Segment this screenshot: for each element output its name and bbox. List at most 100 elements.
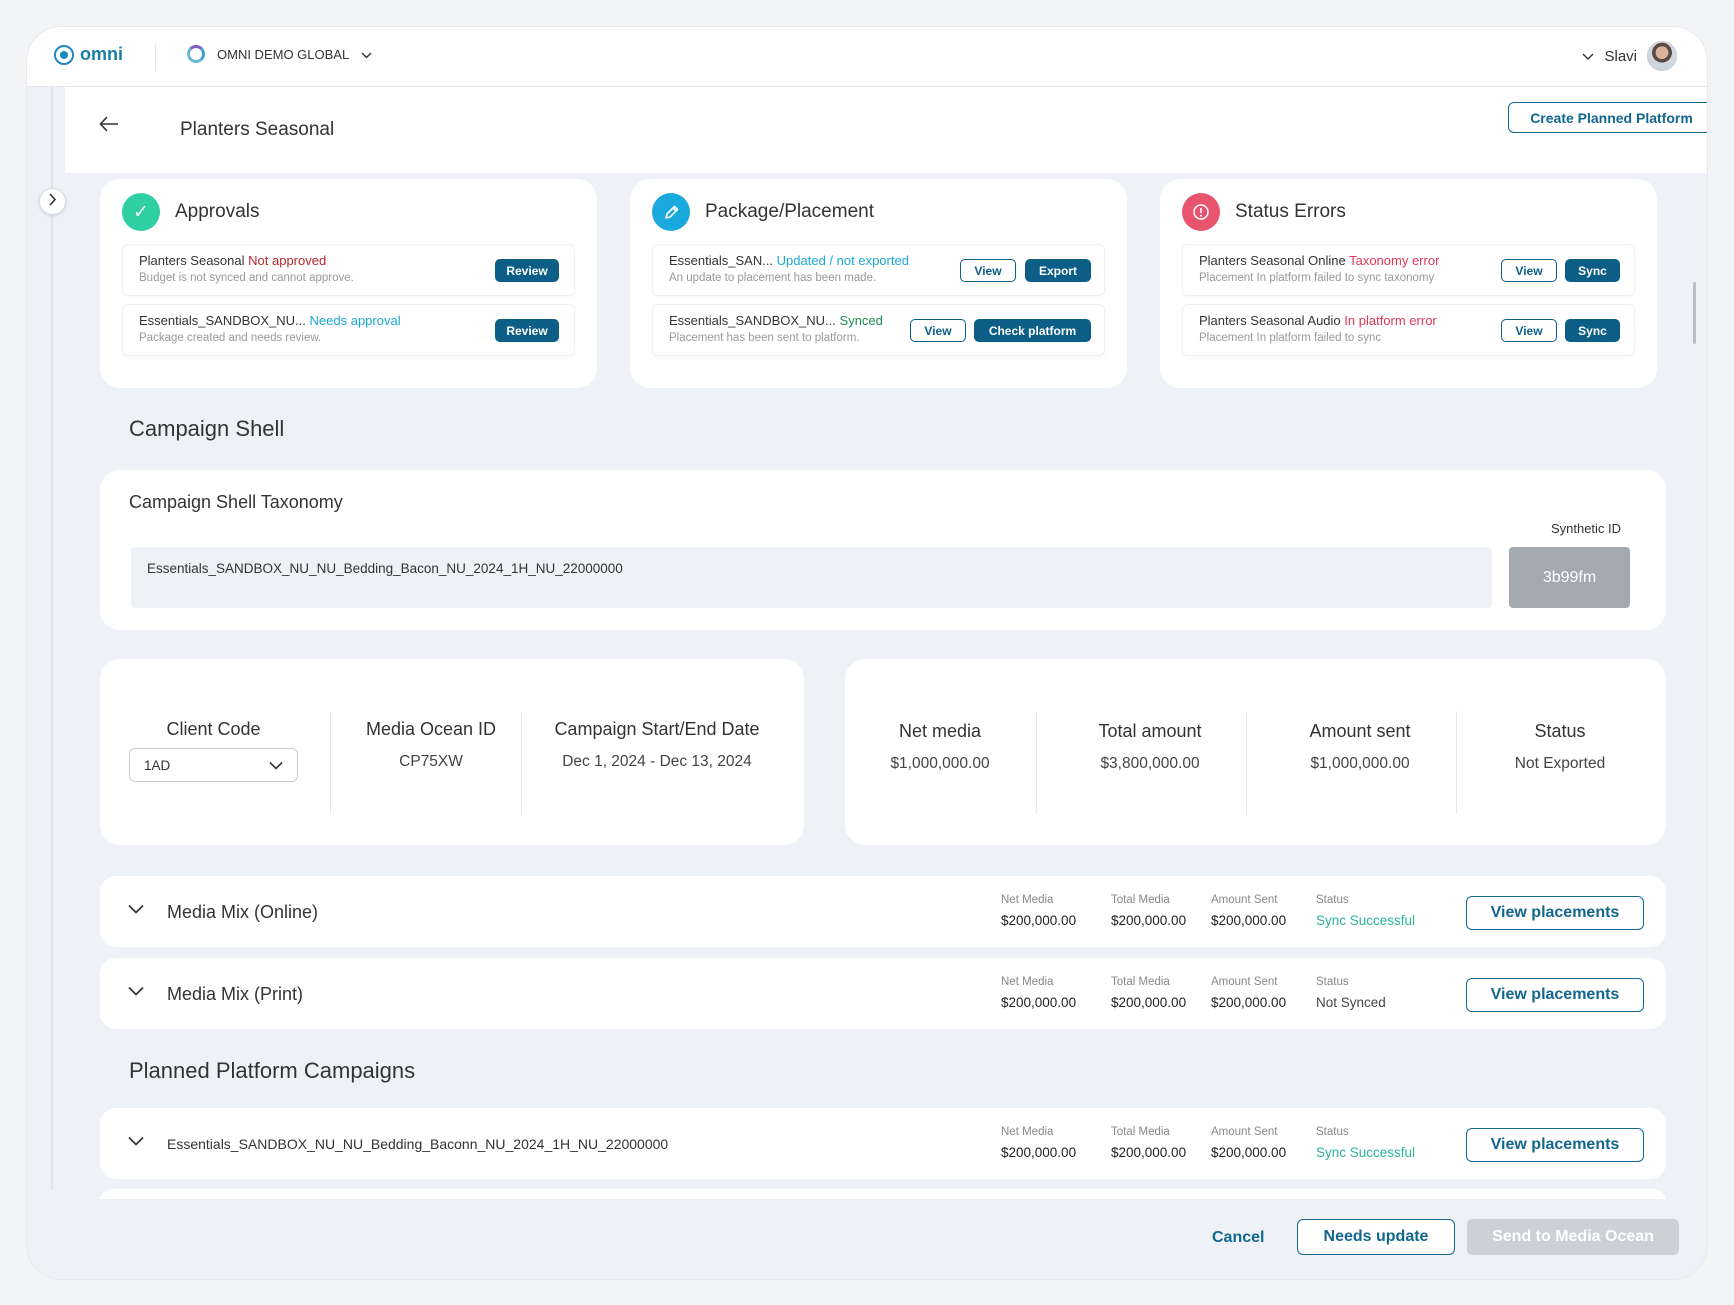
synthetic-id-label: Synthetic ID [1550,521,1622,536]
view-placements-button[interactable]: View placements [1466,1128,1644,1162]
expand-sidebar-button[interactable] [39,188,66,215]
view-button[interactable]: View [1501,319,1557,342]
view-placements-button[interactable]: View placements [1466,896,1644,930]
chevron-down-icon [361,47,372,62]
check-platform-button[interactable]: Check platform [974,319,1091,342]
pencil-icon [652,193,690,231]
approval-row: Essentials_SANDBOX_NU... Needs approval … [122,304,575,356]
planned-campaign-row[interactable]: Essentials_SANDBOX_NU_NU_Bedding_Baconn_… [100,1108,1666,1179]
media-mix-print-row[interactable]: Media Mix (Print) Net Media $200,000.00 T… [100,958,1666,1029]
amount-sent-column: Amount sent $1,000,000.00 [1255,721,1465,773]
metric-label: Total Media [1111,976,1170,988]
column-divider [330,711,331,814]
planned-campaign-title: Essentials_SANDBOX_NU_NU_Bedding_Baconn_… [167,1136,669,1152]
net-media-metric: Net Media $200,000.00 [1001,894,1076,928]
metric-value: $200,000.00 [1211,1145,1287,1160]
status-errors-card: Status Errors Planters Seasonal Online T… [1160,179,1657,388]
status-metric: Status Sync Successful [1316,1126,1415,1160]
placement-row: Essentials_SANDBOX_NU... Synced Placemen… [652,304,1105,356]
view-button[interactable]: View [910,319,966,342]
media-ocean-label: Media Ocean ID [365,719,497,739]
client-code-column: Client Code [129,719,298,740]
client-code-select[interactable]: 1AD [129,748,298,782]
view-placements-button[interactable]: View placements [1466,978,1644,1012]
amount-sent-value: $1,000,000.00 [1310,755,1410,772]
view-button[interactable]: View [1501,259,1557,282]
taxonomy-title: Campaign Shell Taxonomy [129,492,343,512]
metric-label: Amount Sent [1211,976,1278,988]
back-button[interactable] [99,111,119,139]
error-row: Planters Seasonal Online Taxonomy error … [1182,244,1635,296]
user-menu[interactable]: Slavi [1582,41,1677,71]
column-divider [1456,711,1457,814]
planned-platform-heading: Planned Platform Campaigns [129,1058,416,1083]
media-mix-online-row[interactable]: Media Mix (Online) Net Media $200,000.00 … [100,876,1666,947]
view-button[interactable]: View [960,259,1016,282]
omni-logo[interactable]: omni [54,44,123,65]
create-planned-platform-button[interactable]: Create Planned Platform [1508,102,1707,133]
client-code-label: Client Code [166,719,261,739]
chevron-down-icon[interactable] [128,898,144,919]
metric-label: Total Media [1111,1126,1170,1138]
status-text: In platform error [1344,313,1437,328]
alert-icon [1182,193,1220,231]
chevron-down-icon [269,758,283,773]
placement-row: Essentials_SAN... Updated / not exported… [652,244,1105,296]
app-window: omni OMNI DEMO GLOBAL Slavi Planters Sea [27,27,1707,1279]
column-divider [1246,711,1247,814]
dates-column: Campaign Start/End Date Dec 1, 2024 - De… [530,719,784,771]
taxonomy-field[interactable]: Essentials_SANDBOX_NU_NU_Bedding_Bacon_N… [131,547,1492,608]
footer-actions: Cancel Needs update Send to Media Ocean [27,1199,1707,1279]
export-button[interactable]: Export [1025,259,1091,282]
sync-button[interactable]: Sync [1565,319,1620,342]
scrollbar[interactable] [1693,282,1696,344]
amount-sent-metric: Amount Sent $200,000.00 [1211,1126,1286,1160]
chevron-down-icon[interactable] [128,980,144,1001]
org-logo-icon [187,45,205,63]
item-name: Essentials_SANDBOX_NU... [669,313,836,328]
approvals-card: ✓ Approvals Planters Seasonal Not approv… [100,179,597,388]
campaign-amounts-card: Net media $1,000,000.00 Total amount $3,… [845,659,1666,845]
arrow-left-icon [99,116,118,132]
metric-label: Total Media [1111,894,1170,906]
approvals-title: Approvals [175,201,260,222]
user-name: Slavi [1604,47,1637,65]
sync-button[interactable]: Sync [1565,259,1620,282]
metric-value: $200,000.00 [1111,913,1187,928]
metric-label: Status [1316,1126,1349,1138]
metric-label: Net Media [1001,1126,1054,1138]
status-value: Sync Successful [1316,1145,1416,1160]
needs-update-button[interactable]: Needs update [1297,1219,1455,1255]
campaign-shell-taxonomy-card: Campaign Shell Taxonomy Essentials_SANDB… [100,470,1666,630]
campaign-shell-heading: Campaign Shell [129,416,285,441]
org-switcher[interactable]: OMNI DEMO GLOBAL [187,45,372,63]
send-to-media-ocean-button[interactable]: Send to Media Ocean [1467,1219,1679,1255]
avatar[interactable] [1647,41,1677,71]
total-amount-label: Total amount [1098,721,1202,741]
column-divider [1036,711,1037,814]
omni-logo-icon [54,44,74,65]
package-title: Package/Placement [705,201,874,222]
net-media-column: Net media $1,000,000.00 [855,721,1025,773]
review-button[interactable]: Review [495,259,559,282]
item-description: Budget is not synced and cannot approve. [139,272,354,284]
status-value: Sync Successful [1316,913,1416,928]
net-media-value: $1,000,000.00 [890,755,990,772]
chevron-down-icon [1582,48,1594,65]
item-description: An update to placement has been made. [669,272,877,284]
chevron-down-icon[interactable] [128,1130,144,1151]
synthetic-id-value: 3b99fm [1509,547,1630,608]
approvals-header: ✓ Approvals [122,193,260,231]
metric-label: Status [1316,894,1349,906]
cancel-button[interactable]: Cancel [1212,1229,1265,1246]
item-name: Planters Seasonal [139,253,245,268]
status-text: Taxonomy error [1349,253,1440,268]
campaign-details-card: Client Code 1AD Media Ocean ID CP75XW Ca… [100,659,804,845]
total-media-metric: Total Media $200,000.00 [1111,894,1186,928]
status-value: Not Exported [1514,755,1606,772]
review-button[interactable]: Review [495,319,559,342]
title-bar: Planters Seasonal Create Planned Platfor… [65,87,1707,173]
net-media-label: Net media [898,721,982,741]
metric-label: Status [1316,976,1349,988]
amount-sent-metric: Amount Sent $200,000.00 [1211,976,1286,1010]
